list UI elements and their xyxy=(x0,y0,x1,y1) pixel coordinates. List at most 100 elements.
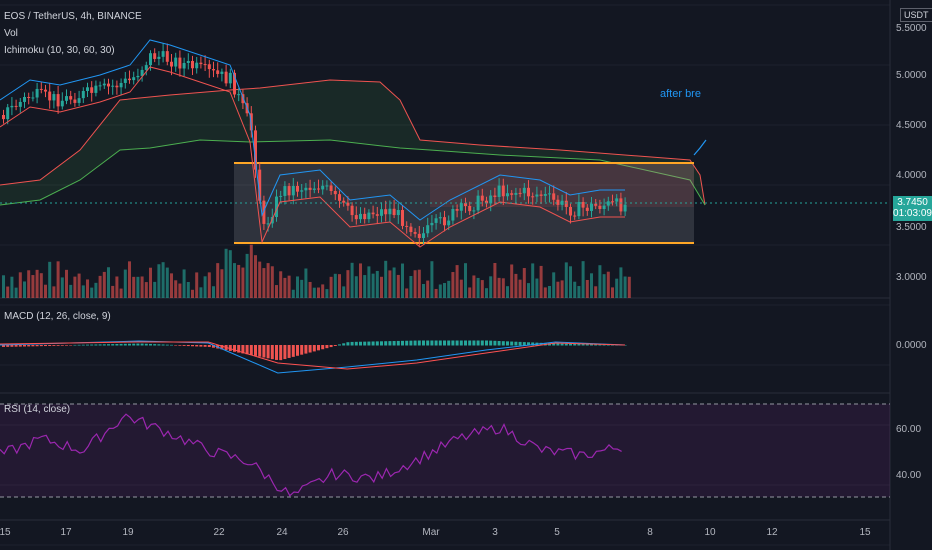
macd-histogram-bar xyxy=(174,345,178,346)
macd-histogram-bar xyxy=(170,344,173,346)
volume-bar xyxy=(409,275,413,298)
symbol-title: EOS / TetherUS, 4h, BINANCE xyxy=(4,11,142,22)
candle xyxy=(161,51,165,57)
volume-bar xyxy=(480,280,484,298)
volume-bar xyxy=(338,274,341,298)
x-tick: 8 xyxy=(647,527,653,538)
macd-histogram-bar xyxy=(510,341,514,346)
macd-line xyxy=(0,340,626,374)
volume-bar xyxy=(296,276,299,298)
volume-bar xyxy=(501,278,505,298)
macd-histogram-bar xyxy=(333,345,337,346)
candle xyxy=(333,190,337,195)
volume-bar xyxy=(543,287,547,298)
candle xyxy=(14,105,18,107)
volume-bar xyxy=(573,281,577,298)
candle xyxy=(485,200,488,204)
volume-bar xyxy=(186,281,190,298)
candle xyxy=(107,83,110,87)
volume-bar xyxy=(111,285,115,298)
candle xyxy=(258,169,262,201)
candle xyxy=(115,85,119,88)
candle xyxy=(170,61,173,67)
macd-histogram-bar xyxy=(384,341,388,346)
macd-histogram-bar xyxy=(191,345,194,347)
volume-bar xyxy=(86,279,89,298)
macd-histogram-bar xyxy=(262,345,266,358)
macd-histogram-bar xyxy=(426,340,430,346)
currency-badge[interactable]: USDT xyxy=(900,8,932,22)
volume-bar xyxy=(241,267,245,298)
candle xyxy=(590,203,593,211)
macd-histogram-bar xyxy=(81,344,85,346)
volume-bar xyxy=(539,265,543,298)
macd-histogram-bar xyxy=(161,344,165,346)
volume-bar xyxy=(359,263,362,298)
macd-histogram-bar xyxy=(312,345,316,352)
volume-bar xyxy=(149,267,152,298)
x-tick: 15 xyxy=(0,527,11,538)
candle xyxy=(522,187,526,194)
candle xyxy=(489,195,493,204)
candle xyxy=(199,62,203,65)
volume-bar xyxy=(577,286,581,298)
candle xyxy=(144,65,148,70)
volume-bar xyxy=(2,275,5,298)
volume-bar xyxy=(123,269,127,298)
macd-histogram-bar xyxy=(501,341,505,346)
volume-bar xyxy=(615,278,619,298)
candle xyxy=(527,187,530,197)
macd-histogram-bar xyxy=(413,340,417,346)
volume-bar xyxy=(476,277,480,298)
candle xyxy=(585,207,589,211)
volume-bar xyxy=(380,276,383,298)
price-tick: 4.0000 xyxy=(896,170,927,181)
macd-histogram-bar xyxy=(27,345,31,347)
macd-histogram-bar xyxy=(606,344,610,346)
volume-bar xyxy=(585,279,589,298)
macd-histogram-bar xyxy=(111,344,115,346)
candle xyxy=(598,205,602,210)
candle xyxy=(338,194,341,201)
macd-histogram-bar xyxy=(90,344,94,346)
volume-bar xyxy=(254,255,257,298)
candle xyxy=(224,71,228,84)
candle xyxy=(220,71,224,74)
volume-bar xyxy=(611,287,614,298)
candle xyxy=(23,96,26,102)
volume-bar xyxy=(212,286,215,298)
macd-histogram-bar xyxy=(598,344,602,346)
volume-bar xyxy=(535,278,539,298)
macd-histogram-bar xyxy=(497,340,501,346)
macd-histogram-bar xyxy=(485,340,488,346)
macd-histogram-bar xyxy=(346,342,350,346)
volume-bar xyxy=(598,265,602,298)
candle xyxy=(468,205,472,212)
volume-bar xyxy=(245,253,249,298)
candle xyxy=(615,198,619,202)
volume-bar xyxy=(590,273,593,298)
volume-bar xyxy=(157,264,161,298)
macd-histogram-bar xyxy=(178,345,182,346)
volume-bar xyxy=(170,273,173,298)
candle xyxy=(237,94,241,96)
macd-histogram-bar xyxy=(367,341,371,346)
volume-bar xyxy=(182,269,186,298)
volume-bar xyxy=(325,289,329,298)
macd-label: MACD (12, 26, close, 9) xyxy=(4,311,111,322)
candle xyxy=(384,209,388,215)
volume-bar xyxy=(350,262,354,298)
volume-bar xyxy=(14,287,18,298)
price-tick: 4.5000 xyxy=(896,120,927,131)
volume-bar xyxy=(31,275,35,298)
candle xyxy=(31,97,35,99)
volume-bar xyxy=(207,272,211,298)
macd-histogram-bar xyxy=(317,345,320,351)
volume-bar xyxy=(60,277,64,298)
candle xyxy=(321,185,325,190)
candle xyxy=(6,107,10,120)
candle xyxy=(27,96,31,98)
candle xyxy=(304,187,308,191)
candle xyxy=(207,64,211,70)
